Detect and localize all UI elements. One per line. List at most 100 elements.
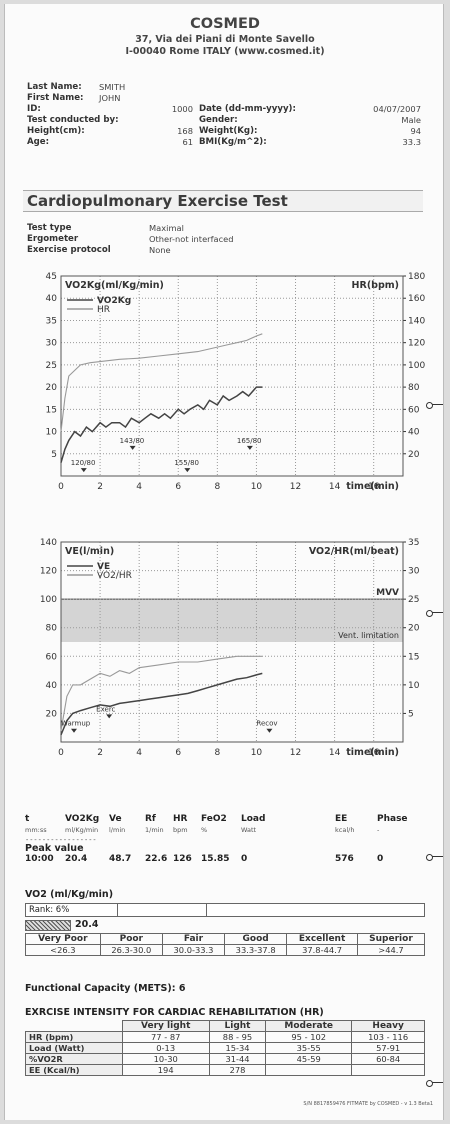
cell: 35-55 <box>265 1042 353 1054</box>
x-tick-label: 6 <box>175 482 181 492</box>
y2-tick-label: 25 <box>408 595 419 605</box>
rank-divider <box>206 904 207 916</box>
y-tick-label: 80 <box>46 624 58 634</box>
cell: 88 - 95 <box>208 1031 267 1043</box>
results-separator: ----------------- <box>25 836 97 844</box>
results-unit: bpm <box>173 826 188 834</box>
bmi-label: BMI(Kg/m^2): <box>199 137 267 147</box>
weight-value: 94 <box>410 126 421 136</box>
y-tick-label: 35 <box>46 316 57 326</box>
legend-label: VO2Kg <box>97 296 131 306</box>
vo2-hr-chart: 0 2 4 6 8 10 12 14 16 5 10 15 20 25 30 35 40 45 20 40 60 80 10… <box>46 272 426 492</box>
results-unit: 1/min <box>145 826 164 834</box>
table-row: EE (Kcal/h) 194 278 <box>25 1064 425 1076</box>
peak-value: 0 <box>377 854 384 864</box>
y2-tick-label: 20 <box>408 624 420 634</box>
y2-tick-label: 100 <box>408 361 425 371</box>
height-value: 168 <box>177 126 193 136</box>
y2-tick-label: 35 <box>408 538 419 548</box>
peak-value: 48.7 <box>109 854 132 864</box>
annotation-marker <box>106 714 113 719</box>
weight-label: Weight(Kg): <box>199 126 258 136</box>
x-tick-label: 4 <box>136 748 142 758</box>
table-row: HR (bpm) 77 - 87 88 - 95 95 - 102 103 - 116 <box>25 1031 425 1043</box>
row-label: Load (Watt) <box>25 1042 123 1054</box>
annotation-marker <box>266 728 273 733</box>
x-tick-label: 8 <box>214 748 220 758</box>
y-tick-label: 40 <box>46 294 58 304</box>
x-tick-label: 2 <box>97 482 103 492</box>
y2-tick-label: 30 <box>408 567 420 577</box>
peak-value: 20.4 <box>65 854 88 864</box>
results-unit: kcal/h <box>335 826 355 834</box>
rank-bar: Rank: 6% <box>25 903 425 917</box>
x-tick-label: 14 <box>329 482 341 492</box>
section-title-bar: Cardiopulmonary Exercise Test <box>23 190 423 212</box>
range-fair: 30.0-33.3 <box>161 944 226 956</box>
results-unit: Watt <box>241 826 257 834</box>
peak-value: 0 <box>241 854 248 864</box>
results-header: t <box>25 814 30 824</box>
annotation-marker <box>80 468 87 473</box>
results-unit: l/min <box>109 826 126 834</box>
series-line-vo2kg <box>60 386 263 463</box>
results-unit: ml/Kg/min <box>65 826 99 834</box>
x-axis-label: time(min) <box>346 481 399 492</box>
chart-annotation: Recov <box>256 720 277 728</box>
section-title: Cardiopulmonary Exercise Test <box>27 192 288 210</box>
range-superior: >44.7 <box>356 944 426 956</box>
cell: 77 - 87 <box>121 1031 210 1043</box>
cell: 10-30 <box>121 1053 210 1065</box>
cell: 60-84 <box>351 1053 425 1065</box>
y2-tick-label: 180 <box>408 272 425 282</box>
y2-tick-label: 140 <box>408 316 425 326</box>
y-tick-label: 10 <box>46 428 58 438</box>
company-address-line2: I-00040 Rome ITALY (www.cosmed.it) <box>125 46 325 57</box>
test-type-value: Maximal <box>149 223 184 233</box>
col-moderate: Moderate <box>265 1020 353 1032</box>
report-page: COSMED 37, Via dei Piani di Monte Savell… <box>4 4 444 1120</box>
cell: 103 - 116 <box>351 1031 425 1043</box>
bmi-value: 33.3 <box>402 137 421 147</box>
age-label: Age: <box>27 137 50 147</box>
x-tick-label: 2 <box>97 748 103 758</box>
series-line-hr <box>60 333 263 432</box>
cell: 278 <box>208 1064 267 1076</box>
results-header: Phase <box>377 814 408 824</box>
conducted-by-label: Test conducted by: <box>27 115 119 125</box>
series-line-vo2hr <box>60 655 263 731</box>
x-tick-label: 12 <box>290 748 301 758</box>
range-excellent: 37.8-44.7 <box>286 944 358 956</box>
cell: 15-34 <box>208 1042 267 1054</box>
y2-tick-label: 5 <box>408 709 414 719</box>
y-tick-label: 60 <box>46 652 58 662</box>
peak-value: 576 <box>335 854 354 864</box>
row-label: HR (bpm) <box>25 1031 123 1043</box>
table-row: %VO2R 10-30 31-44 45-59 60-84 <box>25 1053 425 1065</box>
callout-pointer <box>426 402 443 409</box>
x-tick-label: 4 <box>136 482 142 492</box>
x-tick-label: 12 <box>290 482 301 492</box>
annotation-marker <box>246 445 253 450</box>
callout-pointer <box>426 610 443 617</box>
callout-pointer <box>426 1080 443 1087</box>
rank-label: Rank: 6% <box>26 904 118 916</box>
vo2-rank-title: VO2 (ml/Kg/min) <box>25 889 114 900</box>
annotation-marker <box>129 445 136 450</box>
height-label: Height(cm): <box>27 126 85 136</box>
id-value: 1000 <box>171 104 193 114</box>
y-tick-label: 40 <box>46 681 58 691</box>
level-superior: Superior <box>356 933 426 945</box>
x-tick-label: 10 <box>251 482 263 492</box>
level-poor: Poor <box>99 933 163 945</box>
x-tick-label: 14 <box>329 748 341 758</box>
y-axis-label: VO2Kg(ml/Kg/min) <box>65 280 164 291</box>
legend-label: VE <box>97 562 110 572</box>
cell <box>265 1064 353 1076</box>
cell: 45-59 <box>265 1053 353 1065</box>
y2-tick-label: 80 <box>408 383 420 393</box>
vent-limit-label: Vent. limitation <box>338 631 399 640</box>
y-tick-label: 120 <box>40 567 57 577</box>
functional-capacity: Functional Capacity (METS): 6 <box>25 983 186 994</box>
id-label: ID: <box>27 104 41 114</box>
